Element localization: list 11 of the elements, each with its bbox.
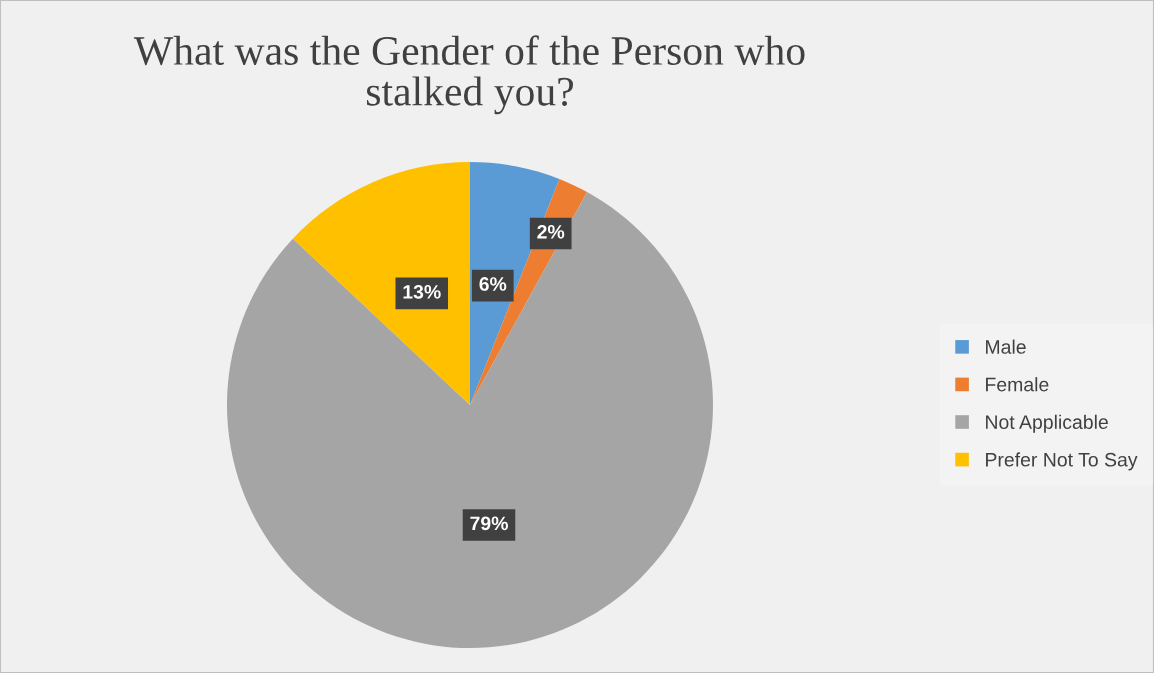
legend-label: Female [986,377,1049,392]
legend-label: Prefer Not To Say [986,452,1138,471]
data-label: 6% [479,277,507,291]
pie-slice [227,192,713,648]
legend-label: Not Applicable [986,414,1108,433]
pie-slice [292,162,470,405]
data-label: 2% [537,224,565,239]
data-label: 79% [470,516,508,531]
chart-title: What was the Gender of the Person who stalked you? [133,35,805,115]
legend-label: Male [986,339,1026,354]
data-label: 13% [403,284,441,299]
